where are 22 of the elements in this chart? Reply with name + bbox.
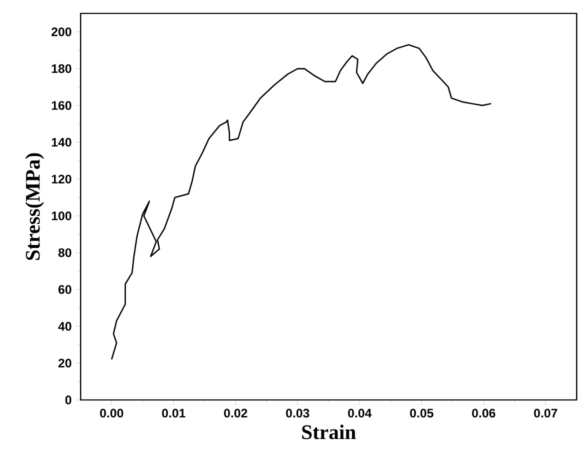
x-tick-label: 0.05 <box>410 408 434 418</box>
x-tick-label: 0.00 <box>100 408 124 418</box>
y-tick-label: 200 <box>52 27 72 36</box>
y-axis-title: Stress(MPa) <box>25 153 44 260</box>
y-tick-label: 20 <box>58 358 72 368</box>
x-tick-label: 0.02 <box>224 408 248 418</box>
y-tick-label: 40 <box>58 322 72 331</box>
y-tick-label: 0 <box>65 395 72 404</box>
y-tick-label: 60 <box>58 284 72 294</box>
y-tick-label: 160 <box>52 100 72 110</box>
x-tick-label: 0.06 <box>472 408 496 418</box>
x-tick-label: 0.07 <box>534 408 558 418</box>
y-tick-label: 100 <box>52 211 72 220</box>
x-tick-label: 0.03 <box>286 408 310 418</box>
x-tick-label: 0.01 <box>162 408 186 418</box>
x-axis-title: Strain <box>302 424 356 440</box>
y-tick-label: 80 <box>58 248 72 257</box>
y-tick-label: 180 <box>52 64 72 73</box>
x-tick-label: 0.04 <box>348 408 372 418</box>
y-tick-label: 140 <box>52 138 72 146</box>
line-series <box>110 44 492 360</box>
y-tick-label: 120 <box>52 174 72 184</box>
